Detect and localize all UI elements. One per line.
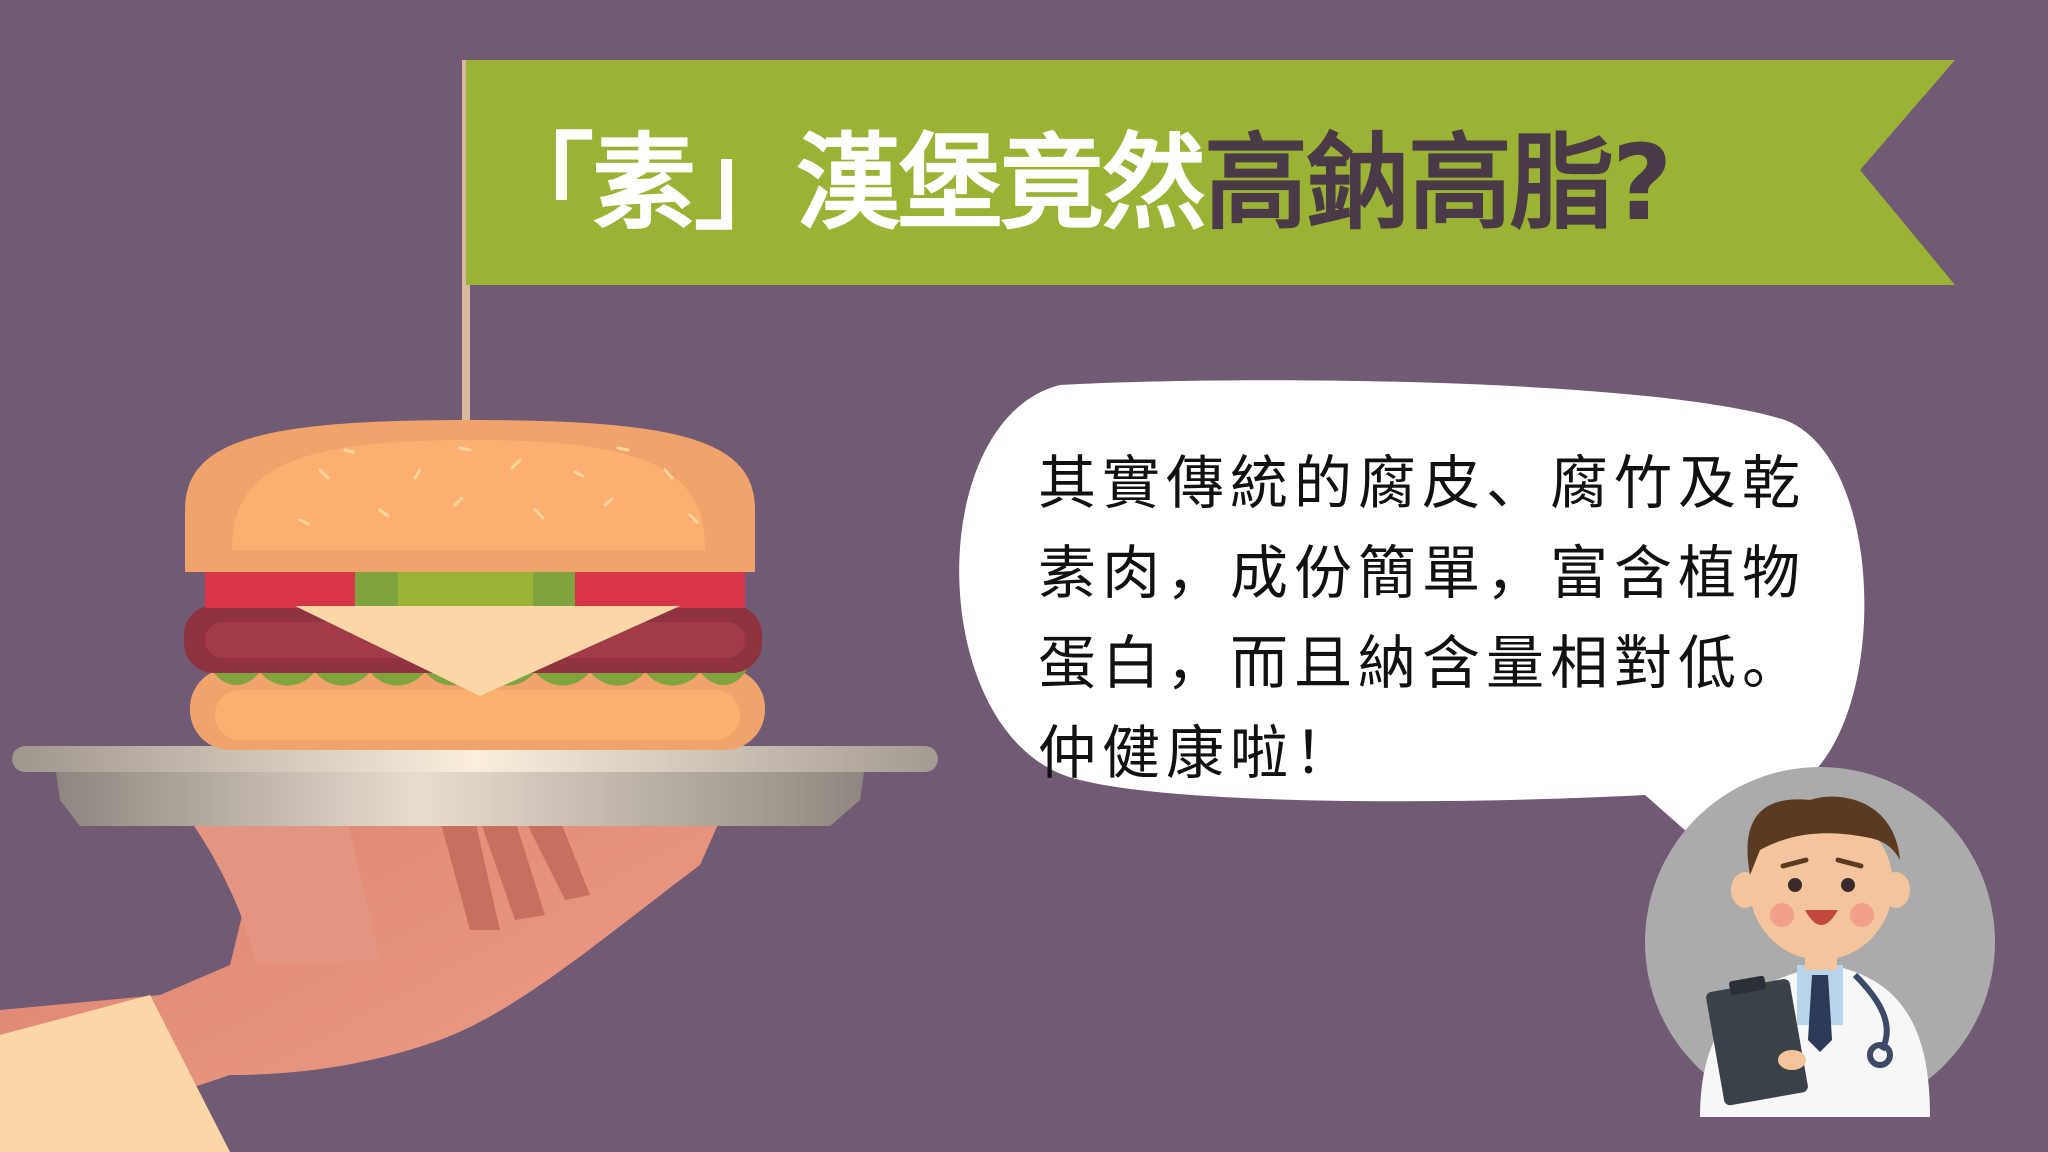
burger-icon (184, 420, 765, 750)
speech-line-4: 仲健康啦！ (1038, 719, 1359, 787)
speech-line-1: 其實傳統的腐皮、腐竹及乾 (1038, 449, 1807, 517)
plate-icon (12, 746, 938, 826)
doctor-icon (1645, 767, 1995, 1117)
title-part-light: 「素」漢堡竟然 (490, 121, 1206, 244)
speech-bubble-shape (959, 380, 1865, 870)
title-part-dark: 高鈉高脂? (1204, 121, 1672, 244)
page-title: 「素」漢堡竟然 高鈉高脂? (490, 98, 1890, 248)
speech-line-2: 素肉，成份簡單，富含植物 (1038, 539, 1807, 607)
title-banner (466, 60, 1955, 285)
speech-bubble-text: 其實傳統的腐皮、腐竹及乾 素肉，成份簡單，富含植物 蛋白，而且納含量相對低。 仲… (1038, 438, 1807, 798)
hand-icon (0, 760, 720, 1152)
speech-line-3: 蛋白，而且納含量相對低。 (1038, 629, 1807, 697)
